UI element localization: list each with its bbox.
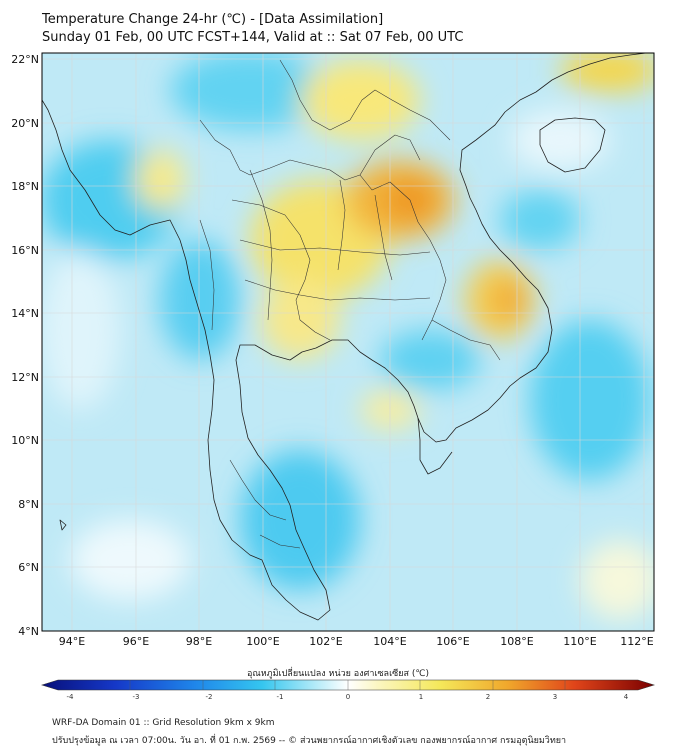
colorbar-tick: 1: [419, 693, 423, 701]
lat-label: 10°N: [11, 434, 39, 447]
lon-label: 112°E: [620, 635, 653, 648]
latitude-labels: 22°N 20°N 18°N 16°N 14°N 12°N 10°N 8°N 6…: [11, 53, 39, 638]
lat-label: 20°N: [11, 117, 39, 130]
lon-label: 98°E: [186, 635, 212, 648]
colorbar-tick: -4: [67, 693, 75, 701]
lat-label: 12°N: [11, 371, 39, 384]
coastlines: [42, 53, 650, 621]
colorbar-dividers: [129, 680, 566, 690]
map-title: Temperature Change 24-hr (℃) - [Data Ass…: [42, 12, 384, 27]
colorbar-tick: 4: [624, 693, 629, 701]
lat-label: 8°N: [18, 498, 39, 511]
colorbar-tick: -2: [206, 693, 213, 701]
lon-label: 110°E: [563, 635, 596, 648]
lat-label: 4°N: [18, 625, 39, 638]
colorbar-ticks: -4 -3 -2 -1 0 1 2 3 4: [67, 693, 629, 701]
colorbar-tick: -1: [277, 693, 284, 701]
lat-label: 6°N: [18, 561, 39, 574]
lat-label: 22°N: [11, 53, 39, 66]
lon-label: 106°E: [436, 635, 469, 648]
lat-label: 14°N: [11, 307, 39, 320]
graticule: [42, 53, 654, 631]
lon-label: 96°E: [123, 635, 149, 648]
colorbar: -4 -3 -2 -1 0 1 2 3 4: [40, 679, 656, 701]
lon-label: 108°E: [500, 635, 533, 648]
lat-label: 18°N: [11, 180, 39, 193]
lon-label: 104°E: [373, 635, 406, 648]
admin-borders: [199, 59, 501, 549]
longitude-labels: 94°E 96°E 98°E 100°E 102°E 104°E 106°E 1…: [59, 635, 654, 648]
map-frame: [41, 52, 655, 632]
lat-label: 16°N: [11, 244, 39, 257]
lon-label: 94°E: [59, 635, 85, 648]
lon-label: 100°E: [246, 635, 279, 648]
credit-line: ปรับปรุงข้อมูล ณ เวลา 07:00น. วัน อา. ที…: [52, 736, 567, 746]
model-info: WRF-DA Domain 01 :: Grid Resolution 9km …: [52, 718, 275, 728]
colorbar-tick: 3: [553, 693, 557, 701]
map-subtitle: Sunday 01 Feb, 00 UTC FCST+144, Valid at…: [42, 30, 464, 45]
lon-label: 102°E: [309, 635, 342, 648]
colorbar-tick: -3: [133, 693, 140, 701]
temperature-field: [42, 53, 654, 631]
colorbar-title: อุณหภูมิเปลี่ยนแปลง หน่วย องศาเซลเซียส (…: [246, 669, 430, 679]
colorbar-tick: 2: [486, 693, 490, 701]
colorbar-tick: 0: [346, 693, 350, 701]
